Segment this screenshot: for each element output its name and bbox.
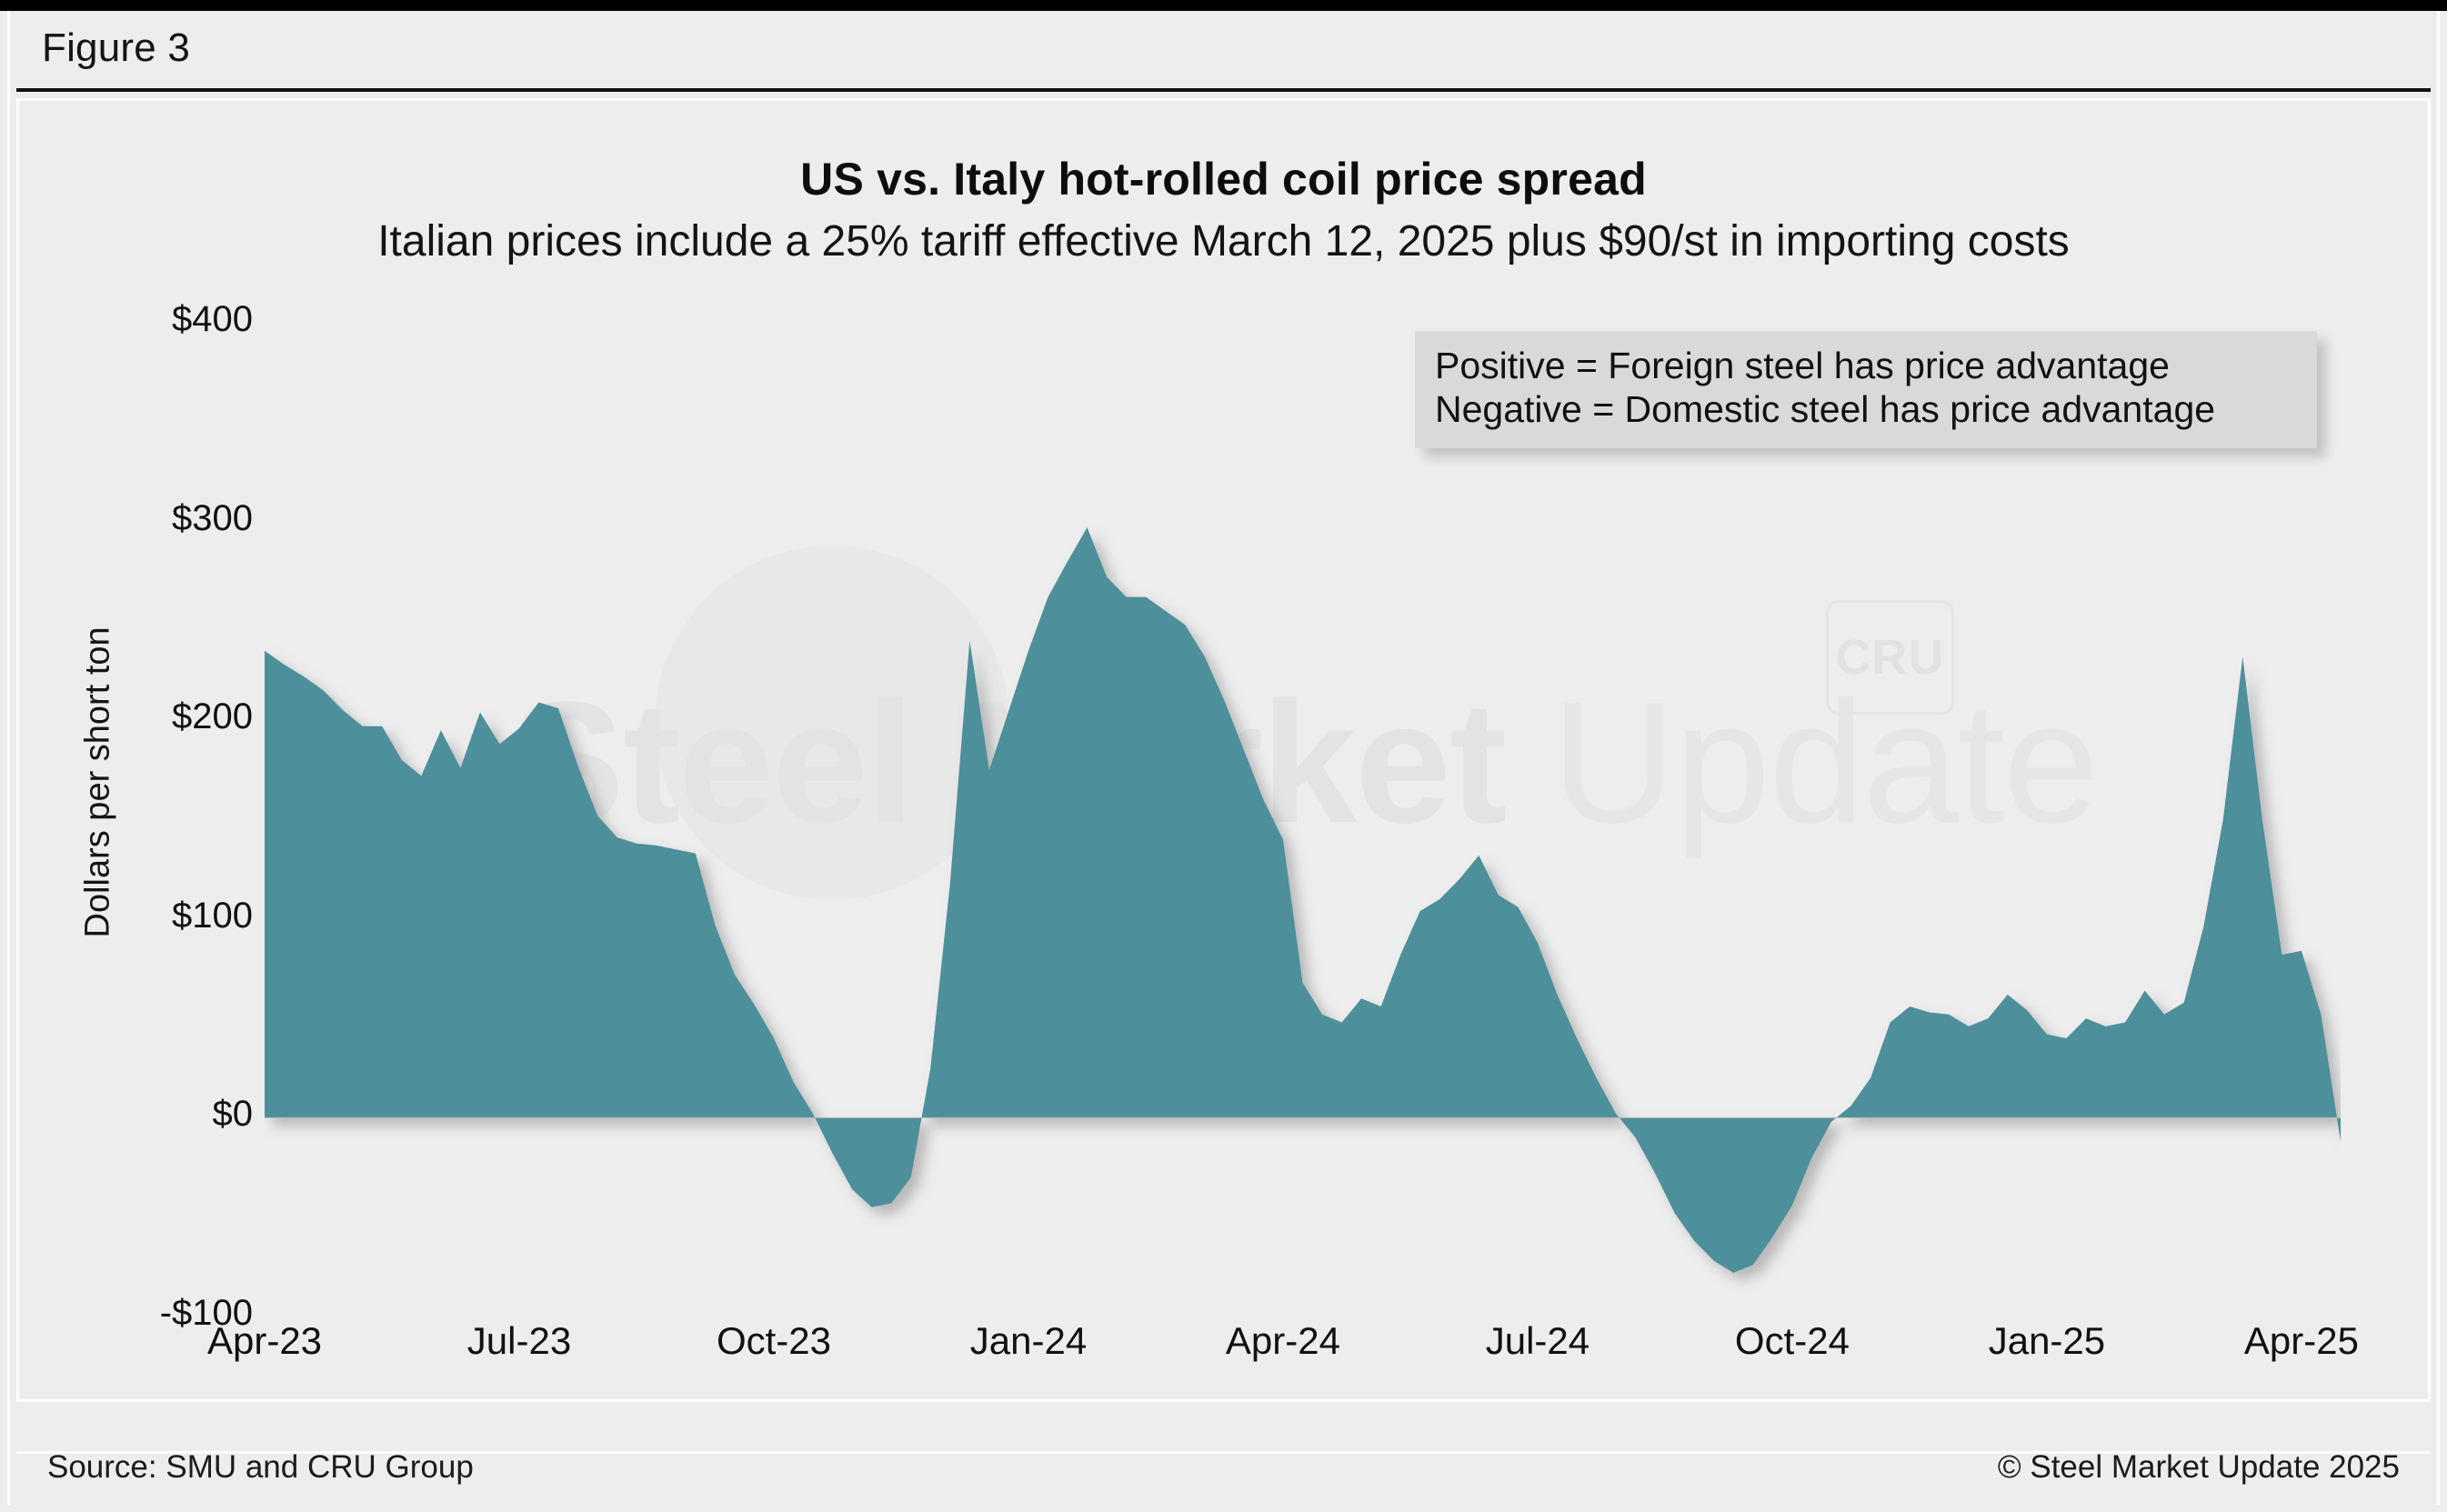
chart-card [16,98,2431,1402]
chart-title: US vs. Italy hot-rolled coil price sprea… [800,154,1647,205]
top-black-bar [0,0,2447,11]
outer-frame [7,11,2440,1505]
footer-divider [16,1451,2431,1454]
chart-subtitle: Italian prices include a 25% tariff effe… [377,217,2070,265]
header-divider [16,88,2431,92]
copyright-note: © Steel Market Update 2025 [1997,1449,2400,1485]
figure-label: Figure 3 [42,25,191,70]
source-note: Source: SMU and CRU Group [47,1449,474,1485]
